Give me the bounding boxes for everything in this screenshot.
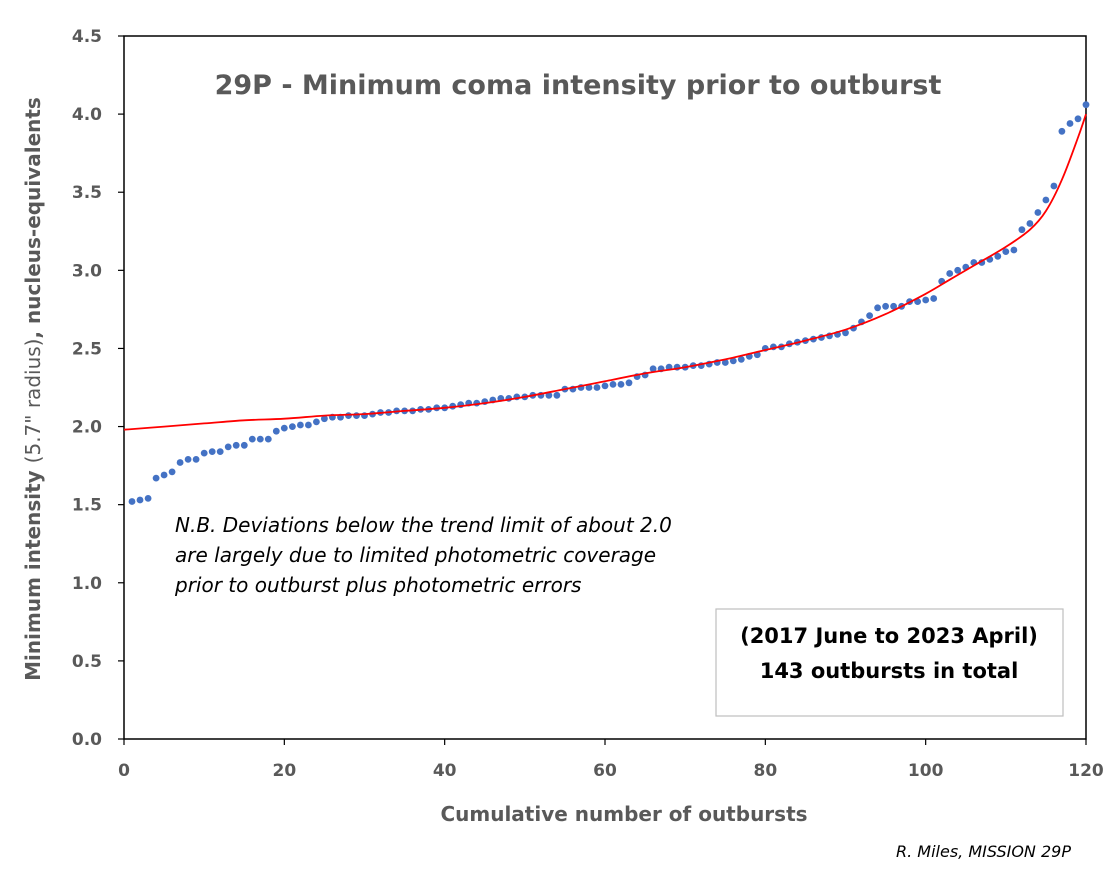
x-tick-label: 60 <box>593 761 617 781</box>
data-point <box>216 448 224 455</box>
data-point <box>144 495 152 502</box>
y-tick-label: 1.0 <box>72 574 102 594</box>
data-point <box>272 427 280 435</box>
trend-line <box>123 113 1087 431</box>
y-tick-label: 2.5 <box>72 339 102 359</box>
chart-title: 29P - Minimum coma intensity prior to ou… <box>215 70 942 101</box>
x-tick-label: 80 <box>753 761 777 781</box>
y-tick-label: 4.5 <box>72 27 102 47</box>
y-tick-label: 0.5 <box>72 652 102 672</box>
data-point <box>1034 209 1042 216</box>
data-point <box>208 448 216 455</box>
data-point <box>721 359 729 366</box>
info-box <box>715 608 1064 717</box>
data-point <box>866 312 873 319</box>
data-point <box>617 381 625 388</box>
data-point <box>1050 182 1058 190</box>
data-point <box>545 391 553 399</box>
data-point <box>1002 248 1010 256</box>
data-point <box>176 459 184 466</box>
data-point <box>994 252 1002 260</box>
x-tick-label: 40 <box>433 761 457 781</box>
data-point <box>649 365 657 373</box>
data-point <box>192 456 200 463</box>
data-point <box>353 412 360 419</box>
data-point <box>601 382 609 390</box>
y-tick-label: 4.0 <box>72 105 102 125</box>
data-point <box>954 266 962 274</box>
data-point <box>1042 196 1050 204</box>
data-point <box>922 296 930 304</box>
x-axis-title: Cumulative number of outbursts <box>440 802 807 826</box>
data-point <box>890 302 897 310</box>
data-point <box>321 415 328 423</box>
data-point <box>737 356 745 363</box>
y-axis-title: Minimum intensity (5.7" radius), nucleus… <box>21 97 45 681</box>
data-point <box>200 449 208 457</box>
data-point <box>930 295 938 302</box>
y-tick-label: 1.5 <box>72 496 102 516</box>
x-tick-label: 0 <box>118 761 130 781</box>
y-tick-label: 0.0 <box>72 730 102 750</box>
data-point <box>160 471 168 479</box>
note-line-2: are largely due to limited photometric c… <box>175 543 656 567</box>
data-point <box>289 423 296 430</box>
y-axis-title-main: Minimum intensity <box>21 463 45 681</box>
data-point <box>946 270 954 277</box>
data-point <box>232 441 240 449</box>
x-tick-label: 20 <box>272 761 296 781</box>
data-point <box>128 498 136 505</box>
data-point <box>224 443 232 451</box>
data-point <box>553 391 561 399</box>
y-axis-title-units: , nucleus-equivalents <box>21 97 45 338</box>
data-point <box>1066 120 1074 127</box>
data-point <box>136 496 144 504</box>
x-tick-label: 100 <box>908 761 944 781</box>
note-line-3: prior to outburst plus photometric error… <box>174 573 581 597</box>
data-point <box>184 456 192 463</box>
data-point <box>1074 115 1082 123</box>
data-point <box>1018 226 1026 234</box>
data-point <box>240 441 248 449</box>
data-point <box>1058 127 1066 135</box>
credit-text: R. Miles, MISSION 29P <box>896 842 1071 861</box>
data-point <box>585 384 593 391</box>
data-point <box>729 357 737 365</box>
data-point <box>305 421 312 429</box>
data-point <box>1010 246 1018 254</box>
data-point <box>882 302 889 310</box>
data-point <box>256 435 264 443</box>
note-line-1: N.B. Deviations below the trend limit of… <box>175 513 672 537</box>
data-point <box>874 304 881 312</box>
data-point <box>593 384 601 391</box>
data-point <box>1082 101 1090 109</box>
y-tick-label: 2.0 <box>72 418 102 438</box>
y-tick-label: 3.5 <box>72 183 102 203</box>
data-point <box>248 435 256 443</box>
info-box-line-2: 143 outbursts in total <box>760 659 1019 683</box>
data-point <box>152 474 160 482</box>
y-tick-label: 3.0 <box>72 261 102 281</box>
data-point <box>264 435 272 443</box>
x-tick-label: 120 <box>1068 761 1104 781</box>
data-point <box>313 418 320 426</box>
data-point <box>297 421 304 429</box>
data-point <box>609 381 617 388</box>
data-point <box>625 379 633 387</box>
data-point <box>280 424 288 432</box>
x-axis-ticks: 0 20 40 60 80 100 120 <box>118 739 1104 781</box>
info-box-line-1: (2017 June to 2023 April) <box>740 624 1038 648</box>
data-point <box>1026 220 1034 227</box>
data-point <box>168 468 176 476</box>
y-axis-title-radius: (5.7" radius) <box>21 339 45 464</box>
y-axis-ticks: 0.0 0.5 1.0 1.5 2.0 2.5 3.0 3.5 4.0 4.5 <box>72 27 124 750</box>
